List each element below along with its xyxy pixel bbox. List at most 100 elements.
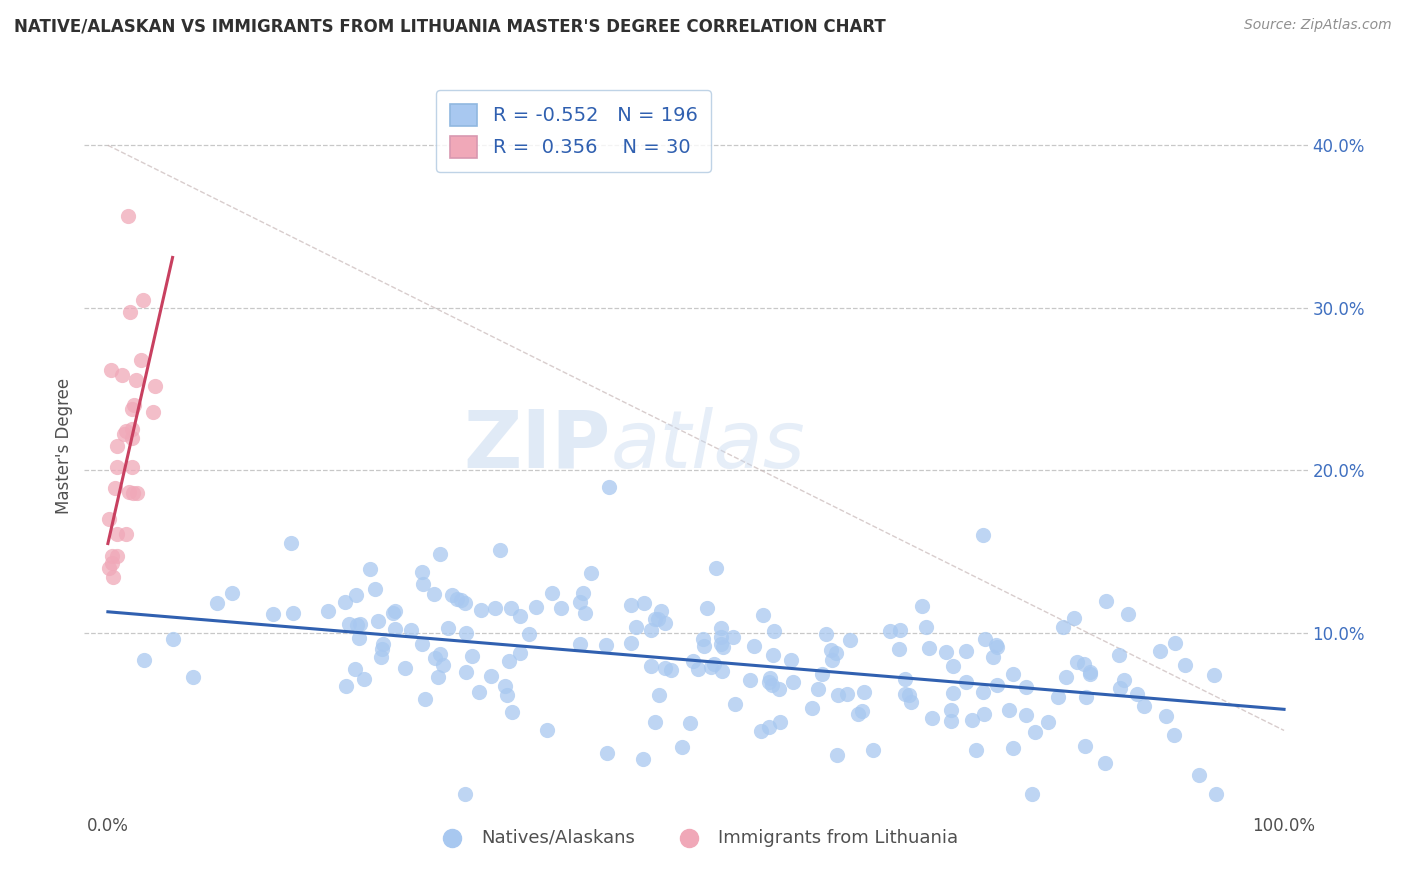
Point bbox=[1188, 768, 1211, 782]
Point bbox=[484, 600, 506, 615]
Point bbox=[972, 528, 994, 542]
Point bbox=[749, 724, 772, 739]
Point bbox=[824, 646, 846, 660]
Point bbox=[1204, 668, 1226, 682]
Point bbox=[721, 630, 744, 644]
Point bbox=[1078, 665, 1101, 680]
Point bbox=[132, 653, 155, 667]
Point bbox=[820, 643, 842, 657]
Point bbox=[454, 787, 477, 801]
Point bbox=[620, 636, 643, 650]
Point bbox=[631, 752, 654, 766]
Point bbox=[1149, 644, 1171, 658]
Point bbox=[692, 632, 714, 647]
Point bbox=[105, 439, 128, 453]
Point bbox=[839, 633, 862, 648]
Point bbox=[710, 637, 733, 651]
Point bbox=[125, 373, 148, 387]
Point bbox=[762, 648, 785, 662]
Point bbox=[686, 662, 709, 676]
Point bbox=[811, 666, 834, 681]
Point bbox=[1024, 724, 1046, 739]
Point bbox=[981, 649, 1004, 664]
Point bbox=[1066, 655, 1088, 669]
Point bbox=[394, 661, 416, 675]
Point bbox=[353, 672, 375, 686]
Point bbox=[98, 512, 121, 526]
Point bbox=[114, 424, 136, 438]
Point bbox=[131, 353, 153, 368]
Point bbox=[454, 665, 477, 680]
Point bbox=[1001, 667, 1024, 681]
Point bbox=[693, 640, 716, 654]
Point bbox=[262, 607, 284, 621]
Point bbox=[536, 723, 558, 737]
Point bbox=[454, 625, 477, 640]
Point bbox=[111, 368, 134, 382]
Point bbox=[344, 662, 367, 676]
Point bbox=[1174, 658, 1197, 673]
Point bbox=[703, 657, 725, 671]
Point bbox=[654, 661, 676, 675]
Point bbox=[121, 460, 143, 475]
Point bbox=[1108, 681, 1130, 695]
Point bbox=[713, 640, 735, 654]
Point bbox=[897, 688, 920, 702]
Point bbox=[921, 711, 943, 725]
Point bbox=[280, 535, 302, 549]
Point bbox=[1015, 707, 1038, 722]
Point bbox=[495, 680, 517, 694]
Point bbox=[769, 714, 792, 729]
Text: atlas: atlas bbox=[610, 407, 806, 485]
Point bbox=[98, 561, 121, 575]
Point bbox=[942, 659, 965, 673]
Point bbox=[541, 585, 564, 599]
Point bbox=[955, 674, 977, 689]
Point bbox=[815, 627, 838, 641]
Point bbox=[524, 599, 547, 614]
Point bbox=[835, 687, 858, 701]
Point bbox=[679, 715, 702, 730]
Point bbox=[346, 618, 368, 632]
Point bbox=[205, 596, 228, 610]
Point bbox=[105, 459, 128, 474]
Point bbox=[121, 401, 143, 416]
Point bbox=[986, 640, 1008, 654]
Point bbox=[911, 599, 934, 613]
Point bbox=[122, 398, 145, 412]
Point bbox=[427, 670, 450, 684]
Point bbox=[984, 638, 1007, 652]
Point bbox=[1154, 709, 1177, 723]
Point bbox=[696, 600, 718, 615]
Point bbox=[1001, 741, 1024, 756]
Point bbox=[973, 707, 995, 722]
Point bbox=[461, 649, 484, 664]
Point bbox=[900, 695, 922, 709]
Point bbox=[105, 526, 128, 541]
Point bbox=[640, 623, 662, 637]
Point bbox=[851, 704, 873, 718]
Point bbox=[879, 624, 901, 638]
Point bbox=[807, 682, 830, 697]
Point bbox=[724, 697, 747, 711]
Point bbox=[939, 714, 962, 728]
Point bbox=[768, 681, 790, 696]
Point bbox=[825, 747, 848, 762]
Point bbox=[335, 595, 357, 609]
Point bbox=[105, 549, 128, 564]
Point bbox=[710, 664, 733, 678]
Point bbox=[997, 703, 1019, 717]
Point bbox=[671, 740, 693, 755]
Point bbox=[782, 675, 804, 690]
Point bbox=[827, 688, 849, 702]
Point bbox=[986, 678, 1008, 692]
Point bbox=[846, 706, 869, 721]
Point bbox=[335, 679, 357, 693]
Point bbox=[423, 651, 446, 665]
Point bbox=[101, 556, 124, 570]
Point bbox=[371, 642, 394, 657]
Point bbox=[344, 588, 367, 602]
Point bbox=[101, 570, 124, 584]
Point bbox=[359, 562, 381, 576]
Point bbox=[382, 606, 405, 620]
